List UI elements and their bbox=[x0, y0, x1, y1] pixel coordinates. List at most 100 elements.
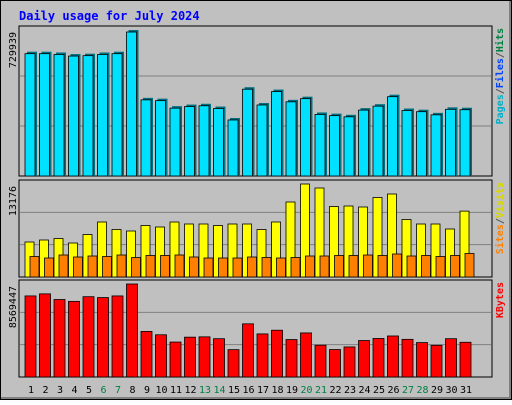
x-tick-label: 26 bbox=[387, 385, 399, 396]
kbytes-bar bbox=[416, 342, 428, 378]
sites-bar bbox=[58, 254, 69, 278]
hits-bar bbox=[213, 108, 224, 177]
hits-bar bbox=[39, 53, 50, 177]
sites-bar bbox=[450, 255, 460, 278]
y-max-label: 13176 bbox=[8, 186, 19, 216]
x-tick-label: 31 bbox=[460, 385, 472, 396]
x-tick-label: 23 bbox=[344, 385, 356, 396]
visits-bar bbox=[285, 201, 296, 278]
hits-bar bbox=[343, 116, 355, 177]
kbytes-bar bbox=[53, 299, 66, 378]
sites-bar bbox=[44, 257, 54, 278]
kbytes-bar bbox=[401, 338, 414, 378]
kbytes-bar bbox=[97, 297, 109, 378]
hits-bar bbox=[314, 114, 326, 177]
sites-bar bbox=[247, 256, 257, 278]
hits-bar bbox=[372, 105, 384, 177]
kbytes-bar bbox=[169, 341, 182, 378]
legend-label: Pages/Files/Hits bbox=[494, 28, 506, 124]
kbytes-bar bbox=[285, 339, 298, 378]
x-tick-label: 18 bbox=[271, 385, 283, 396]
sites-bar bbox=[377, 255, 388, 278]
visits-bar bbox=[140, 225, 151, 278]
hits-bar bbox=[155, 100, 166, 177]
hits-bar bbox=[387, 96, 398, 177]
sites-bar bbox=[334, 255, 344, 278]
hits-bar bbox=[256, 104, 268, 177]
sites-bar bbox=[276, 257, 286, 278]
legend-entry: / bbox=[495, 52, 506, 58]
kbytes-bar bbox=[430, 344, 443, 378]
sites-bar bbox=[319, 255, 330, 278]
visits-bar bbox=[343, 205, 354, 278]
kbytes-bar bbox=[184, 336, 196, 378]
x-tick-label: 4 bbox=[71, 385, 77, 396]
x-tick-label: 25 bbox=[373, 385, 385, 396]
kbytes-bar bbox=[242, 323, 254, 378]
legend-entry: KBytes bbox=[495, 282, 506, 318]
x-tick-label: 3 bbox=[57, 385, 63, 396]
visits-bar bbox=[198, 223, 209, 278]
hits-bar bbox=[198, 105, 210, 177]
visits-bar bbox=[213, 225, 223, 278]
legend-entry: / bbox=[495, 218, 506, 224]
x-tick-label: 16 bbox=[242, 385, 254, 396]
hits-bar bbox=[445, 108, 456, 177]
kbytes-bar bbox=[140, 331, 153, 378]
visits-bar bbox=[416, 223, 426, 278]
kbytes-bar bbox=[314, 344, 327, 378]
kbytes-bar bbox=[329, 349, 341, 378]
sites-bar bbox=[102, 256, 112, 278]
sites-bar bbox=[145, 255, 156, 278]
kbytes-bar bbox=[111, 295, 124, 378]
sites-bar bbox=[116, 254, 127, 278]
hits-bar bbox=[82, 55, 94, 177]
x-tick-label: 8 bbox=[129, 385, 135, 396]
x-tick-label: 14 bbox=[213, 385, 225, 396]
sites-bar bbox=[131, 257, 141, 278]
hits-bar bbox=[459, 109, 471, 177]
hits-bar bbox=[184, 106, 195, 177]
hits-bar bbox=[285, 101, 297, 177]
visits-bar bbox=[242, 223, 252, 278]
kbytes-bar bbox=[271, 329, 283, 378]
sites-bar bbox=[87, 255, 98, 278]
legend-entry: Hits bbox=[494, 28, 506, 52]
x-tick-label: 20 bbox=[300, 385, 312, 396]
sites-bar bbox=[348, 255, 359, 278]
hits-bar bbox=[358, 109, 369, 177]
sites-bar bbox=[73, 256, 83, 278]
x-tick-label: 5 bbox=[86, 385, 92, 396]
x-tick-label: 7 bbox=[115, 385, 121, 396]
kbytes-bar bbox=[213, 338, 225, 378]
x-tick-label: 13 bbox=[199, 385, 211, 396]
x-tick-label: 28 bbox=[416, 385, 428, 396]
x-tick-label: 10 bbox=[155, 385, 167, 396]
visits-bar bbox=[126, 230, 136, 278]
sites-bar bbox=[406, 255, 417, 278]
legend-label: KBytes bbox=[495, 282, 506, 318]
kbytes-bar bbox=[300, 332, 312, 378]
sites-bar bbox=[29, 256, 40, 278]
x-tick-label: 1 bbox=[28, 385, 34, 396]
kbytes-bar bbox=[68, 300, 80, 378]
kbytes-bar bbox=[387, 335, 399, 378]
legend-entry: Pages bbox=[495, 94, 506, 124]
kbytes-bar bbox=[227, 349, 240, 378]
sites-bar bbox=[464, 253, 475, 278]
hits-bar bbox=[68, 55, 79, 177]
visits-bar bbox=[314, 187, 325, 278]
x-tick-label: 12 bbox=[184, 385, 196, 396]
x-tick-label: 15 bbox=[228, 385, 240, 396]
visits-bar bbox=[459, 210, 470, 278]
sites-bar bbox=[305, 255, 315, 278]
sites-bar bbox=[261, 257, 272, 278]
x-tick-label: 21 bbox=[315, 385, 327, 396]
legend-entry: Sites bbox=[494, 224, 506, 254]
kbytes-bar bbox=[445, 338, 457, 378]
visits-bar bbox=[372, 197, 383, 278]
hits-bar bbox=[430, 114, 442, 177]
y-max-label: 8569447 bbox=[8, 286, 19, 328]
kbytes-bar bbox=[24, 295, 37, 378]
